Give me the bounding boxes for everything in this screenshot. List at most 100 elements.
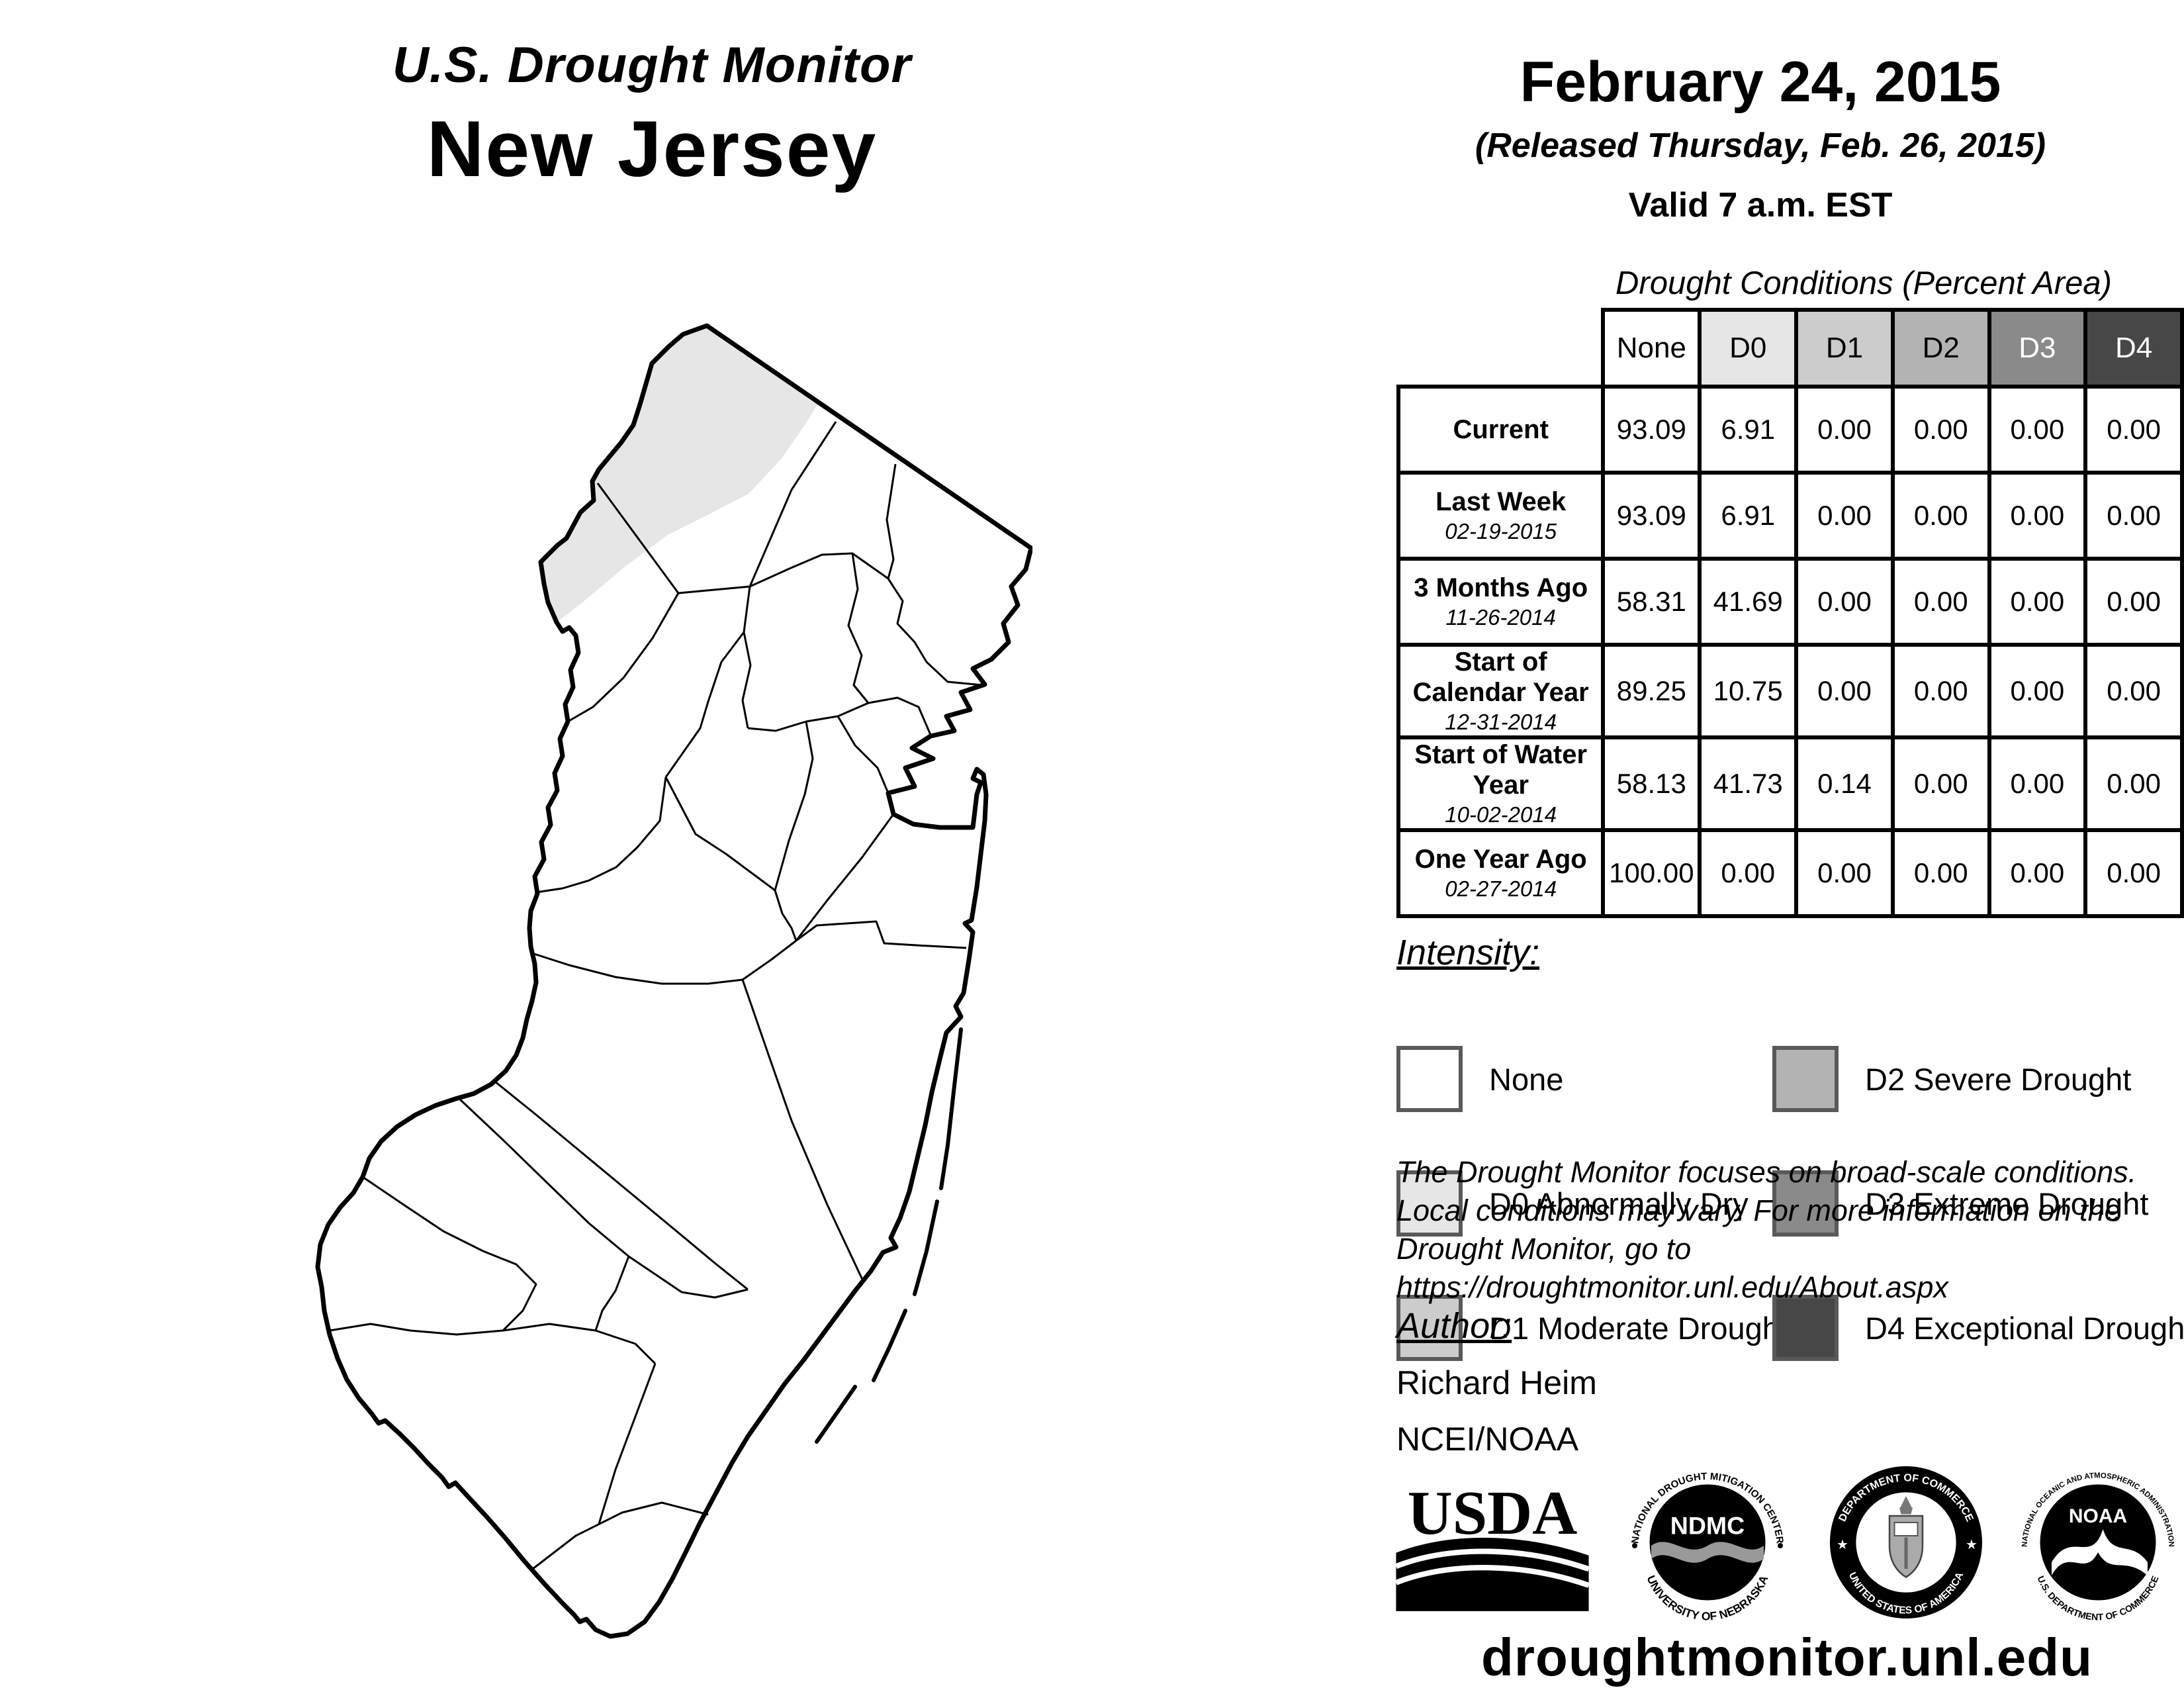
column-header-d0: D0	[1698, 308, 1799, 389]
author-title: Author:	[1396, 1306, 1512, 1346]
value-cell: 89.25	[1601, 643, 1702, 739]
table-header-row: None D0 D1 D2 D3 D4	[1398, 308, 2184, 389]
state-title: New Jersey	[426, 105, 878, 193]
value-cell: 0.14	[1794, 735, 1895, 832]
disclaimer-line-1: The Drought Monitor focuses on broad-sca…	[1396, 1155, 2137, 1189]
county-lines	[329, 421, 983, 1570]
disclaimer-text: The Drought Monitor focuses on broad-sca…	[1396, 1153, 2184, 1307]
value-cell: 0.00	[1890, 643, 1991, 739]
value-cell: 0.00	[1890, 828, 1991, 918]
column-header-d1: D1	[1794, 308, 1895, 389]
value-cell: 0.00	[1987, 385, 2088, 475]
released-date: (Released Thursday, Feb. 26, 2015)	[1475, 126, 2046, 165]
map-title-block: U.S. Drought Monitor New Jersey	[251, 36, 1052, 195]
value-cell: 0.00	[1698, 828, 1799, 918]
value-cell: 0.00	[2083, 643, 2184, 739]
nj-drought-map	[315, 323, 1032, 1639]
legend-swatch-d3	[1772, 1170, 1839, 1237]
legend-label-d1: D1 Moderate Drought	[1489, 1310, 1788, 1346]
legend-swatch-d2	[1772, 1046, 1839, 1112]
row-label: 3 Months Ago	[1414, 573, 1588, 602]
value-cell: 0.00	[1987, 471, 2088, 561]
table-row-start-calendar-year: Start of Calendar Year 12-31-2014 89.25 …	[1396, 643, 2184, 739]
noaa-seagull	[2052, 1529, 2148, 1575]
value-cell: 6.91	[1698, 385, 1799, 475]
report-header: February 24, 2015 (Released Thursday, Fe…	[1337, 50, 2184, 225]
legend-label-d2: D2 Severe Drought	[1865, 1061, 2132, 1097]
valid-time: Valid 7 a.m. EST	[1628, 186, 1893, 224]
ndmc-circle	[1649, 1484, 1766, 1601]
legend-label-none: None	[1489, 1061, 1564, 1097]
ndmc-dot-left	[1632, 1543, 1637, 1548]
value-cell: 41.73	[1698, 735, 1799, 832]
value-cell: 41.69	[1698, 557, 1799, 647]
value-cell: 0.00	[1794, 557, 1895, 647]
row-label: Start of Water Year	[1414, 740, 1588, 800]
legend-title: Intensity:	[1396, 933, 1540, 972]
legend-label-d3: D3 Extreme Drought	[1865, 1186, 2149, 1221]
barrier-islands	[815, 1027, 963, 1444]
legend-label-d4: D4 Exceptional Drought	[1865, 1310, 2184, 1346]
doc-shield-ship	[1893, 1522, 1919, 1536]
value-cell: 0.00	[2083, 828, 2184, 918]
value-cell: 0.00	[1794, 828, 1895, 918]
column-header-d3: D3	[1987, 308, 2088, 389]
table-row-last-week: Last Week 02-19-2015 93.09 6.91 0.00 0.0…	[1396, 471, 2184, 561]
noaa-center-text: NOAA	[2069, 1505, 2127, 1527]
value-cell: 58.31	[1601, 557, 1702, 647]
legend-swatch-d1	[1396, 1295, 1463, 1361]
value-cell: 6.91	[1698, 471, 1799, 561]
value-cell: 0.00	[2083, 735, 2184, 832]
ndmc-wave	[1651, 1542, 1764, 1563]
doc-star-left: ★	[1837, 1538, 1848, 1552]
value-cell: 93.09	[1601, 385, 1702, 475]
noaa-logo: NOAA NATIONAL OCEANIC AND ATMOSPHERIC AD…	[2021, 1472, 2175, 1622]
row-date: 02-27-2014	[1445, 876, 1557, 901]
value-cell: 0.00	[2083, 385, 2184, 475]
disclaimer-line-3: Drought Monitor, go to https://droughtmo…	[1396, 1232, 1948, 1304]
usda-logo-text: USDA	[1408, 1479, 1578, 1548]
table-row-one-year-ago: One Year Ago 02-27-2014 100.00 0.00 0.00…	[1396, 828, 2184, 918]
value-cell: 0.00	[1987, 735, 2088, 832]
value-cell: 0.00	[2083, 471, 2184, 561]
table-corner-cell	[1398, 310, 1604, 387]
value-cell: 0.00	[1987, 557, 2088, 647]
value-cell: 0.00	[2083, 557, 2184, 647]
value-cell: 0.00	[1987, 828, 2088, 918]
row-date: 02-19-2015	[1445, 519, 1557, 543]
legend-item-d2: D2 Severe Drought	[1772, 1046, 2131, 1112]
value-cell: 0.00	[1794, 471, 1895, 561]
value-cell: 0.00	[1890, 735, 1991, 832]
value-cell: 58.13	[1601, 735, 1702, 832]
page-title: U.S. Drought Monitor	[392, 37, 912, 93]
table-row-start-water-year: Start of Water Year 10-02-2014 58.13 41.…	[1396, 735, 2184, 832]
column-header-d4: D4	[2083, 308, 2184, 389]
disclaimer-line-2: Local conditions may vary. For more info…	[1396, 1194, 2121, 1227]
row-label: One Year Ago	[1414, 845, 1587, 874]
row-label: Start of Calendar Year	[1412, 647, 1589, 707]
footer-url: droughtmonitor.unl.edu	[1480, 1628, 2093, 1687]
legend-swatch-none	[1396, 1046, 1463, 1112]
drought-conditions-table: None D0 D1 D2 D3 D4 Current 93.09 6.91 0…	[1396, 308, 2184, 918]
usda-swoosh-line-1	[1394, 1548, 1590, 1572]
row-date: 10-02-2014	[1445, 802, 1557, 827]
value-cell: 0.00	[1890, 471, 1991, 561]
author-org: NCEI/NOAA	[1396, 1421, 1579, 1458]
usda-logo: USDA	[1394, 1479, 1590, 1611]
row-label: Last Week	[1435, 487, 1567, 516]
usda-swoosh-line-2	[1394, 1565, 1590, 1588]
legend-swatch-d0	[1396, 1170, 1463, 1237]
legend-item-none: None	[1396, 1046, 1563, 1112]
legend-item-d4: D4 Exceptional Drought	[1772, 1295, 2184, 1361]
value-cell: 0.00	[1794, 385, 1895, 475]
column-header-d2: D2	[1890, 308, 1991, 389]
ndmc-logo: NDMC NATIONAL DROUGHT MITIGATION CENTER …	[1629, 1471, 1786, 1623]
value-cell: 0.00	[1890, 385, 1991, 475]
value-cell: 93.09	[1601, 471, 1702, 561]
value-cell: 0.00	[1987, 643, 2088, 739]
doc-star-right: ★	[1966, 1538, 1978, 1552]
d0-region-path	[541, 326, 819, 622]
value-cell: 100.00	[1601, 828, 1702, 918]
legend-item-d3: D3 Extreme Drought	[1772, 1170, 2148, 1237]
